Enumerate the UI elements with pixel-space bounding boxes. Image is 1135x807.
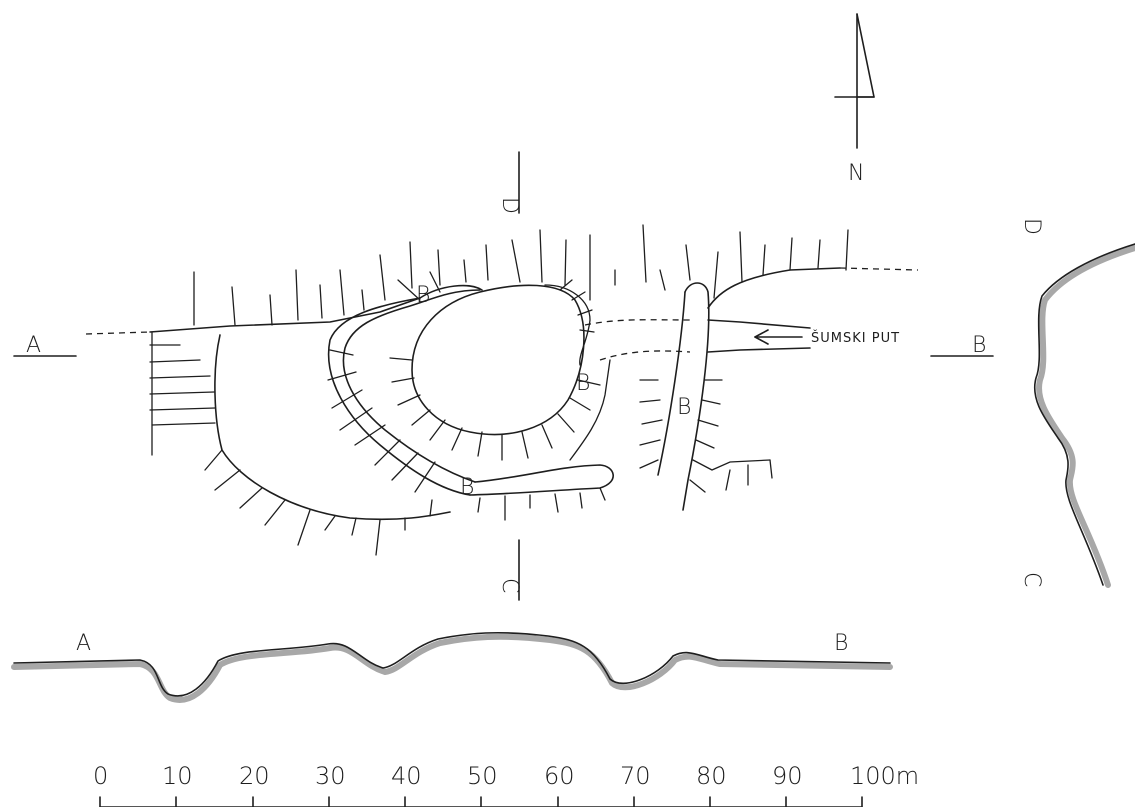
central-mound <box>389 279 601 461</box>
scale-tick-50: 50 <box>467 762 498 790</box>
wall-label-northwest: B <box>416 283 430 308</box>
scale-tick-0: 0 <box>93 762 108 790</box>
section-c-label-bottom: C <box>497 578 522 593</box>
scale-tick-70: 70 <box>620 762 651 790</box>
north-arrow-icon <box>834 13 875 149</box>
scale-tick-90: 90 <box>772 762 803 790</box>
scale-tick-20: 20 <box>239 762 270 790</box>
scale-tick-80: 80 <box>696 762 727 790</box>
section-b-label-plan: B <box>972 333 986 358</box>
section-b-label-profile: B <box>834 631 848 656</box>
section-d-label-top: D <box>497 197 522 214</box>
scale-bar <box>99 796 863 807</box>
scale-tick-30: 30 <box>315 762 346 790</box>
scale-tick-40: 40 <box>391 762 422 790</box>
road-arrow-icon <box>754 329 803 345</box>
north-label: N <box>848 161 864 186</box>
section-d-label-profile: D <box>1019 218 1044 235</box>
defensive-ditch <box>327 284 614 521</box>
wall-label-south: B <box>460 475 474 500</box>
wall-label-east: B <box>576 371 590 396</box>
eastern-rampart <box>569 282 773 511</box>
forest-road <box>85 267 919 361</box>
profile-c-d <box>1033 243 1135 588</box>
section-a-label-plan: A <box>26 333 41 358</box>
northern-slope-hachures <box>193 224 849 326</box>
section-a-label-profile: A <box>76 631 91 656</box>
scale-tick-100: 100m <box>850 762 919 790</box>
road-label: ŠUMSKI PUT <box>811 330 900 346</box>
scale-tick-10: 10 <box>162 762 193 790</box>
profile-a-b <box>11 631 893 703</box>
outer-enclosure <box>149 331 451 556</box>
section-c-label-profile: C <box>1019 572 1044 587</box>
scale-tick-60: 60 <box>544 762 575 790</box>
wall-label-rampart: B <box>677 395 691 420</box>
